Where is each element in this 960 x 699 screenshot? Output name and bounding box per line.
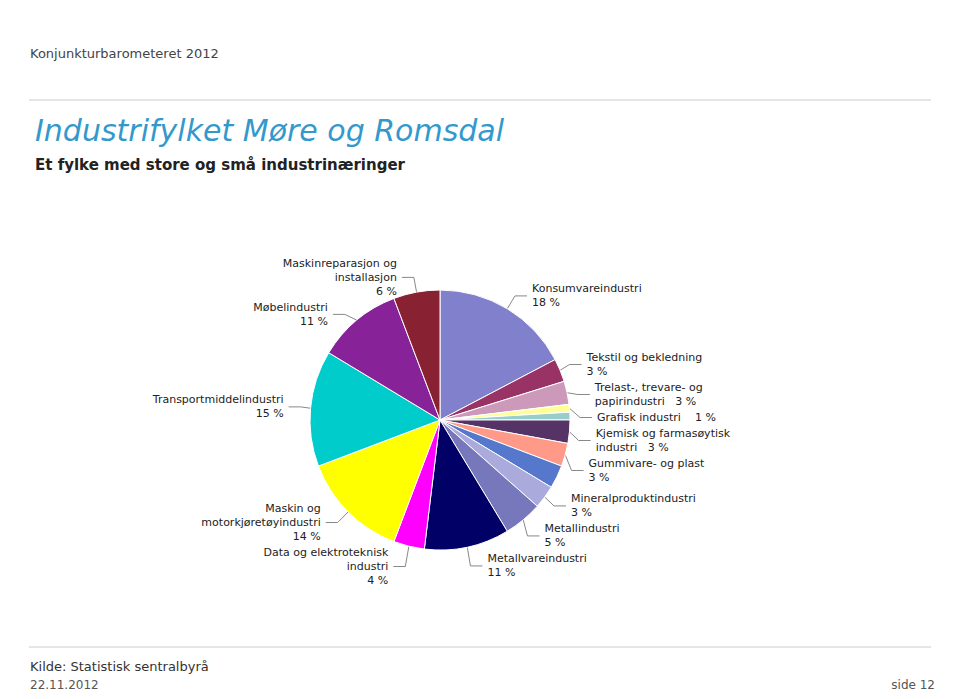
svg-text:3 %: 3 % <box>589 471 610 484</box>
svg-text:3 %: 3 % <box>571 506 592 519</box>
svg-text:4 %: 4 % <box>367 574 388 587</box>
svg-text:Konsumvareindustri: Konsumvareindustri <box>532 282 642 295</box>
svg-text:11 %: 11 % <box>487 566 515 579</box>
svg-text:Møbelindustri: Møbelindustri <box>253 301 328 314</box>
svg-text:Mineralproduktindustri: Mineralproduktindustri <box>571 492 696 505</box>
svg-text:Kilde: Statistisk sentralbyrå: Kilde: Statistisk sentralbyrå <box>30 659 209 674</box>
svg-text:Data og elektroteknisk: Data og elektroteknisk <box>263 546 388 559</box>
svg-text:side 12: side 12 <box>891 678 935 692</box>
svg-text:industri 3 %: industri 3 % <box>596 441 669 454</box>
svg-text:6 %: 6 % <box>376 285 397 298</box>
svg-text:15 %: 15 % <box>256 407 284 420</box>
svg-text:Kjemisk og farmasøytisk: Kjemisk og farmasøytisk <box>596 427 731 440</box>
svg-text:Metallindustri: Metallindustri <box>544 522 619 535</box>
svg-text:Gummivare- og plast: Gummivare- og plast <box>589 457 705 470</box>
svg-text:Industrifylket Møre og Romsdal: Industrifylket Møre og Romsdal <box>35 113 505 148</box>
svg-text:14 %: 14 % <box>293 530 321 543</box>
svg-text:Tekstil og bekledning: Tekstil og bekledning <box>586 351 703 364</box>
svg-text:Konjunkturbarometeret 2012: Konjunkturbarometeret 2012 <box>30 46 219 61</box>
svg-text:installasjon: installasjon <box>335 271 397 284</box>
svg-text:Maskinreparasjon og: Maskinreparasjon og <box>283 257 397 270</box>
svg-text:Metallvareindustri: Metallvareindustri <box>487 552 586 565</box>
svg-text:Transportmiddelindustri: Transportmiddelindustri <box>152 393 284 406</box>
svg-text:22.11.2012: 22.11.2012 <box>30 678 99 692</box>
svg-text:motorkjøretøyindustri: motorkjøretøyindustri <box>201 516 320 529</box>
svg-text:Trelast-, trevare- og: Trelast-, trevare- og <box>594 381 703 394</box>
svg-text:Grafisk industri 1 %: Grafisk industri 1 % <box>597 411 716 424</box>
svg-text:industri: industri <box>347 560 389 573</box>
svg-text:11 %: 11 % <box>300 315 328 328</box>
svg-text:3 %: 3 % <box>587 365 608 378</box>
svg-text:Et fylke med store og små indu: Et fylke med store og små industrinæring… <box>35 156 406 174</box>
svg-text:papirindustri 3 %: papirindustri 3 % <box>595 395 696 408</box>
svg-text:5 %: 5 % <box>544 536 565 549</box>
svg-text:18 %: 18 % <box>532 296 560 309</box>
svg-text:Maskin og: Maskin og <box>265 502 321 515</box>
